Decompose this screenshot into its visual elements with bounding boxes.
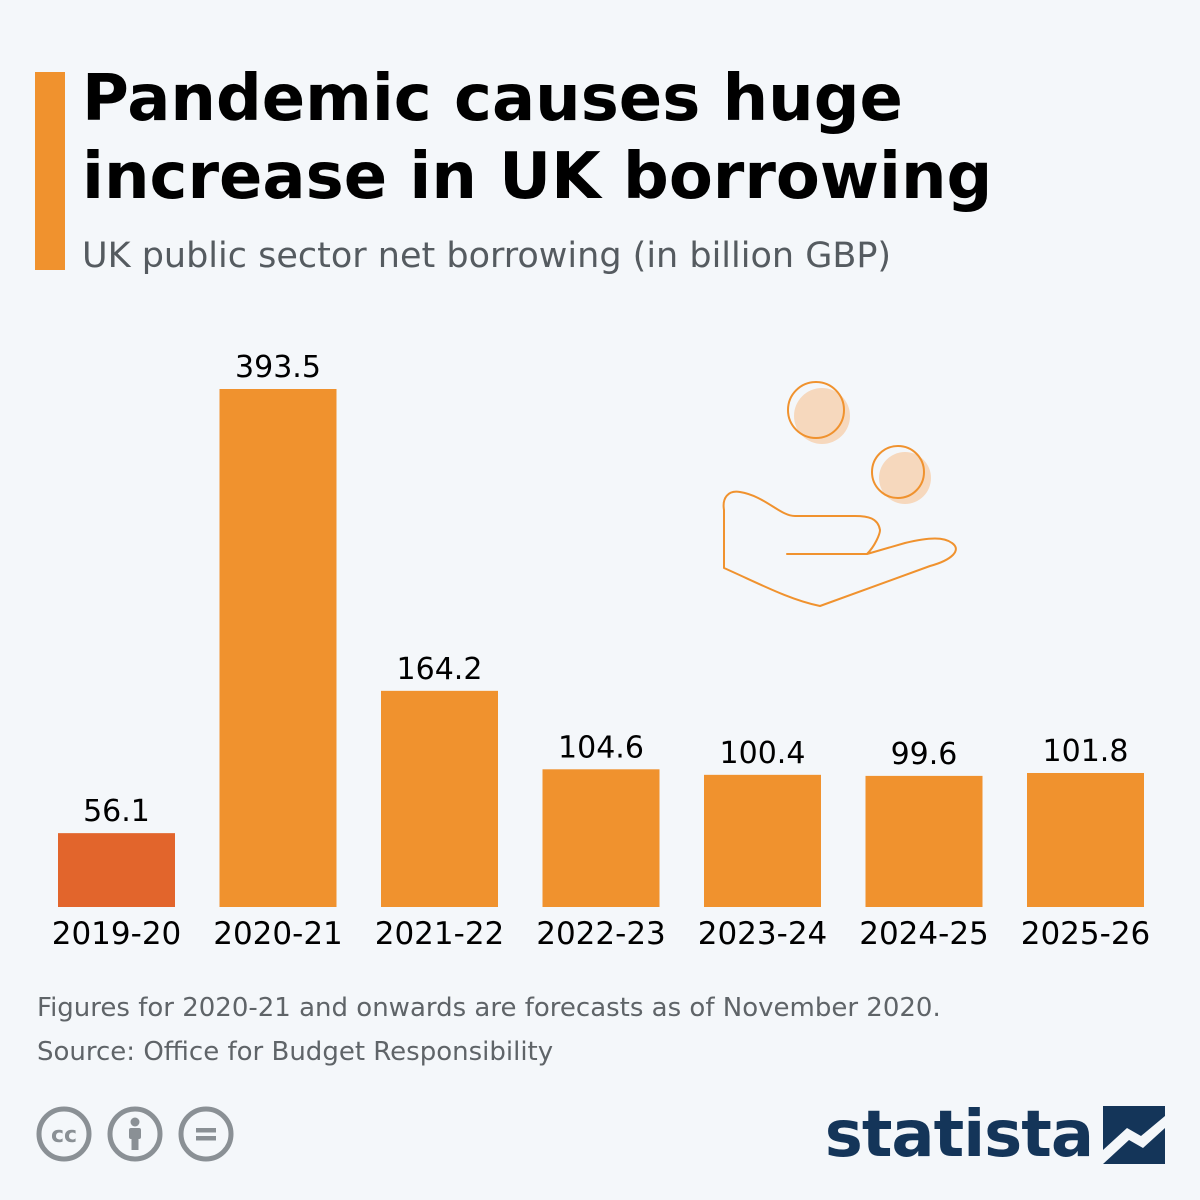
value-label: 393.5: [235, 350, 321, 385]
bar-2020-21: [219, 389, 337, 907]
coin-icon: [879, 452, 931, 504]
coin-outline-icon: [787, 381, 845, 439]
license-icons: cc: [35, 1105, 235, 1163]
coin-outline-icon: [871, 445, 925, 499]
category-label: 2020-21: [213, 916, 343, 952]
attribution-icon[interactable]: [106, 1105, 164, 1163]
category-label: 2025-26: [1021, 916, 1151, 952]
value-label: 164.2: [397, 652, 483, 687]
bar-2021-22: [381, 690, 498, 907]
bar-2023-24: [704, 774, 821, 907]
category-label: 2021-22: [375, 916, 505, 952]
value-label: 101.8: [1043, 734, 1129, 769]
value-label: 104.6: [558, 730, 644, 765]
statista-logo[interactable]: statista: [825, 1100, 1165, 1170]
svg-text:cc: cc: [51, 1123, 77, 1148]
bar-2024-25: [865, 775, 983, 907]
logo-text: statista: [824, 1098, 1094, 1172]
creative-commons-icon[interactable]: cc: [35, 1105, 93, 1163]
page-title: Pandemic causes huge increase in UK borr…: [82, 62, 993, 214]
money-hand-illustration: [722, 381, 957, 607]
bar-chart: 56.1 2019-20 393.5 2020-21 164.2 2021-22 104.6…: [52, 350, 1151, 952]
forecast-note: Figures for 2020-21 and onwards are fore…: [37, 993, 941, 1023]
value-label: 56.1: [83, 794, 150, 829]
source-note: Source: Office for Budget Responsibility: [37, 1037, 554, 1067]
title-accent-bar: [35, 72, 65, 270]
chart-notes: Figures for 2020-21 and onwards are fore…: [37, 986, 941, 1074]
value-label: 100.4: [720, 736, 806, 771]
category-label: 2022-23: [536, 916, 666, 952]
value-label: 99.6: [891, 737, 958, 772]
category-label: 2019-20: [52, 916, 182, 952]
open-hand-icon: [722, 490, 957, 607]
bar-series: 56.1 2019-20 393.5 2020-21 164.2 2021-22 104.6…: [52, 350, 1151, 952]
category-label: 2023-24: [698, 916, 828, 952]
chart-subtitle: UK public sector net borrowing (in billi…: [82, 236, 892, 276]
bar-2022-23: [542, 769, 660, 907]
category-label: 2024-25: [859, 916, 989, 952]
no-derivatives-icon[interactable]: [177, 1105, 235, 1163]
bar-2025-26: [1027, 772, 1144, 907]
bar-2019-20: [58, 833, 175, 907]
statista-logo-icon: [1103, 1106, 1165, 1164]
